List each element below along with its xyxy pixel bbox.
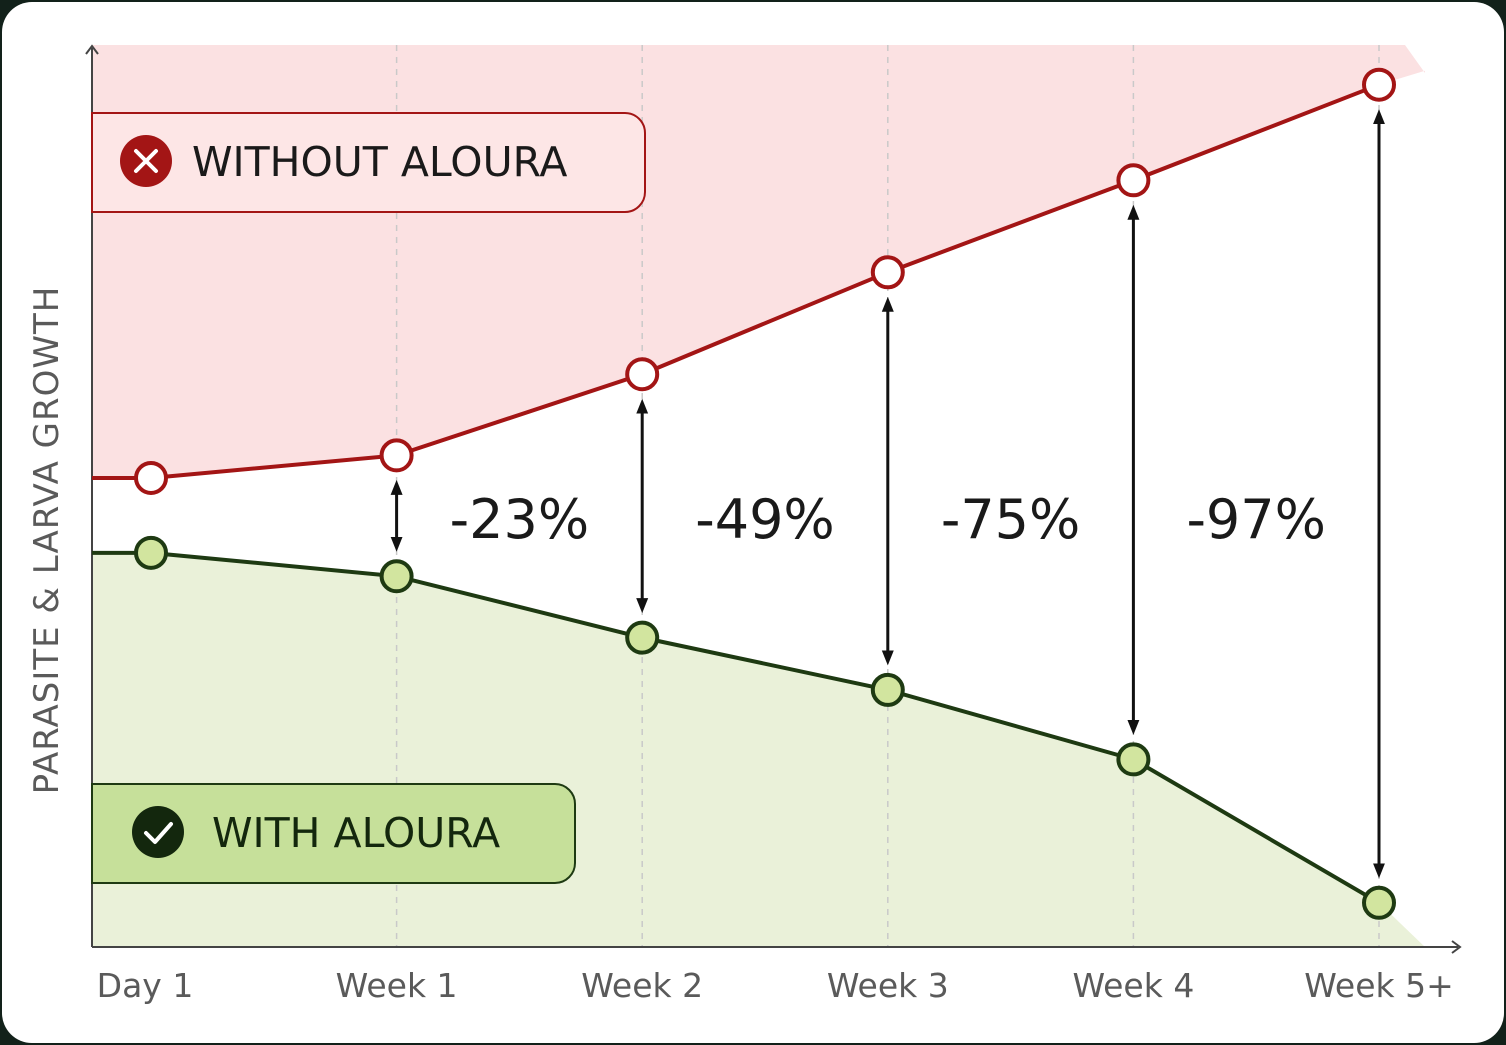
x-tick-label: Week 3 — [827, 966, 949, 1005]
line — [150, 82, 1380, 480]
y-axis-label: PARASITE & LARVA GROWTH — [27, 286, 67, 795]
annotation: -75% — [941, 488, 1081, 551]
point — [870, 255, 905, 290]
point — [1362, 885, 1396, 920]
y-axis-arrow — [85, 44, 99, 55]
x-axis-arrow — [1451, 940, 1462, 954]
line — [150, 550, 1381, 905]
point — [625, 620, 660, 655]
point — [1116, 742, 1151, 777]
legend-box — [91, 112, 646, 213]
x-tick-label: Week 5+ — [1304, 966, 1454, 1005]
point — [870, 672, 905, 707]
legend-icon-check — [144, 822, 173, 844]
x-tick-label: Week 2 — [581, 966, 703, 1005]
x-tick-label: Week 1 — [336, 966, 458, 1005]
annotation: -23% — [450, 488, 590, 551]
legend-icon — [132, 806, 184, 858]
legend-box — [91, 783, 576, 884]
legend-label: WITHOUT ALOURA — [192, 138, 567, 186]
point — [625, 357, 660, 392]
legend-label: WITH ALOURA — [212, 809, 500, 857]
x-tick-label: Week 4 — [1072, 966, 1194, 1005]
point — [1362, 67, 1396, 102]
point — [379, 438, 414, 473]
point — [134, 460, 168, 495]
point — [379, 559, 414, 594]
point — [1116, 163, 1151, 198]
point — [134, 535, 168, 570]
x-tick-label: Day 1 — [97, 966, 194, 1005]
annotation: -97% — [1186, 488, 1326, 551]
annotation: -49% — [695, 488, 835, 551]
legend-icon-x — [134, 149, 158, 173]
